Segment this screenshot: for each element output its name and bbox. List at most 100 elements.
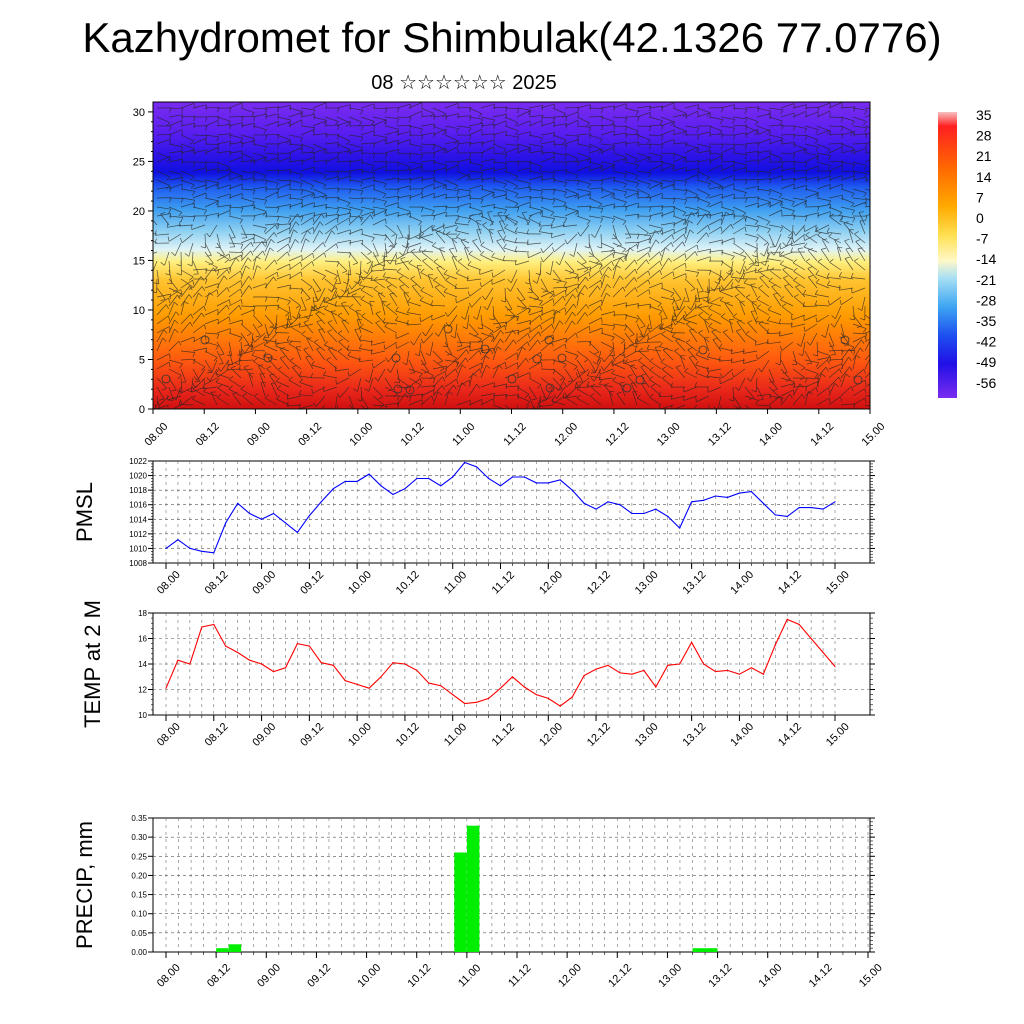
wind-barb [852,147,867,154]
wind-barb-flag [238,175,243,181]
wind-barb [600,260,613,271]
wind-barb-flag [263,227,267,233]
wind-barb-flag [600,280,603,286]
wind-barb [780,368,791,380]
wind-barb-flag [543,395,548,400]
wind-barb-flag [269,373,275,376]
wind-barb [516,147,531,154]
wind-barb [588,341,600,353]
wind-barb-flag [288,376,293,381]
wind-barb-flag [404,393,409,399]
wind-barb [624,170,639,176]
wind-barb-flag [143,228,145,233]
wind-barb [228,257,237,271]
wind-barb [732,116,747,120]
data-point [643,669,645,672]
wind-barb-flag [399,251,404,256]
wind-barb [468,373,474,388]
wind-barb [552,169,567,172]
wind-barb-flag [805,258,811,262]
wind-barb [408,125,423,130]
wind-barb [264,206,280,209]
wind-barb-flag [577,107,580,113]
x-tick-label: 11.00 [442,569,469,596]
wind-barb [840,341,855,348]
wind-barb [828,183,843,190]
wind-barb [660,161,675,166]
wind-barb-flag [433,385,436,391]
wind-barb [336,170,352,173]
wind-barb-flag [216,144,220,150]
wind-barb [516,215,531,222]
wind-barb [180,278,193,288]
wind-barb-flag [355,414,359,417]
wind-barb [739,301,746,316]
wind-barb-flag [654,230,660,235]
wind-barb [636,279,649,289]
wind-barb-flag [193,359,196,365]
wind-barb [384,212,399,217]
wind-barb-flag [761,262,766,266]
wind-barb [276,296,291,302]
wind-barb-flag [310,185,315,190]
wind-barb-flag [337,107,340,113]
wind-barb-flag [698,312,703,316]
wind-barb-flag [443,287,448,293]
wind-barb [528,176,543,181]
wind-barb [420,132,435,136]
wind-barb [288,134,303,139]
colorbar-label: 0 [976,210,984,226]
wind-barb-flag [719,287,724,292]
wind-barb-flag [385,210,387,216]
wind-barb [576,158,591,163]
wind-barb [276,215,291,219]
x-tick-label: 08.12 [205,962,233,990]
wind-barb-flag [311,261,315,267]
wind-barb [504,197,519,204]
wind-barb-flag [255,335,261,338]
wind-barb [588,305,600,316]
wind-barb [540,170,555,174]
wind-barb [336,217,350,226]
wind-barb [828,368,840,379]
wind-barb-flag [248,276,253,281]
wind-barb-flag [299,183,303,188]
wind-barb [300,212,315,217]
wind-barb-flag [277,223,280,229]
wind-barb-flag [755,237,759,242]
wind-barb-flag [712,337,718,340]
data-point [452,694,454,696]
wind-barb-flag [265,134,268,140]
wind-barb-flag [293,229,298,234]
wind-barb [420,272,434,280]
wind-barb [384,125,399,130]
wind-barb [276,243,289,253]
wind-barb [444,391,450,406]
x-tick-label: 11.12 [506,962,533,989]
wind-barb [528,339,538,352]
wind-barb [264,247,271,262]
wind-barb-flag [215,369,219,374]
wind-barb [612,302,627,307]
wind-barb-flag [830,323,835,328]
data-point [499,485,502,487]
wind-barb-flag [239,137,243,143]
wind-barb [492,106,508,109]
wind-barb [384,140,399,145]
wind-barb [851,287,866,294]
wind-barb [804,323,818,332]
wind-barb-flag [250,242,254,247]
wind-barb-flag [276,395,281,400]
wind-barb-flag [210,391,216,393]
wind-barb [708,200,722,208]
wind-barb [540,206,555,213]
wind-barb-flag [766,221,771,226]
wind-barb [825,323,830,338]
wind-barb [180,215,196,217]
wind-barb [344,278,350,293]
y-tick-label: 16 [138,635,147,644]
wind-barb-flag [421,111,423,117]
wind-barb [840,125,854,133]
wind-barb [228,102,243,109]
